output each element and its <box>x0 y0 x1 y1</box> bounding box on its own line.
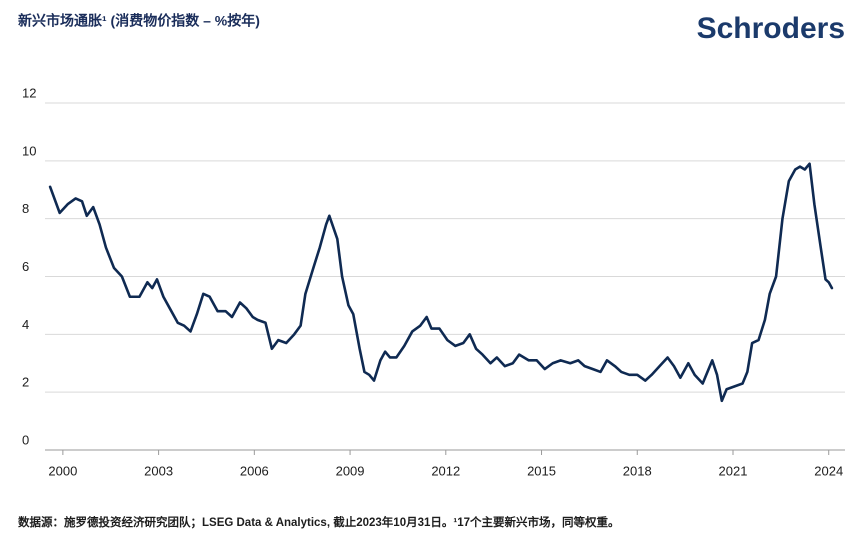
y-tick-label: 8 <box>22 201 29 216</box>
y-tick-label: 12 <box>22 85 36 100</box>
footer: 数据源：施罗德投资经济研究团队；LSEG Data & Analytics, 截… <box>18 515 620 529</box>
x-tick-label: 2021 <box>719 463 748 478</box>
y-tick-label: 6 <box>22 259 29 274</box>
x-tick-label: 2000 <box>48 463 77 478</box>
logo: Schroders <box>697 12 845 45</box>
x-tick-label: 2012 <box>431 463 460 478</box>
x-tick-label: 2003 <box>144 463 173 478</box>
x-tick-label: 2015 <box>527 463 556 478</box>
y-tick-label: 4 <box>22 317 29 332</box>
y-tick-label: 10 <box>22 143 36 158</box>
chart-title: 新兴市场通胀¹ (消费物价指数 – %按年) <box>18 13 260 29</box>
y-tick-label: 2 <box>22 375 29 390</box>
x-tick-label: 2024 <box>814 463 843 478</box>
series-line <box>48 162 834 403</box>
y-tick-label: 0 <box>22 432 29 447</box>
x-tick-label: 2018 <box>623 463 652 478</box>
x-tick-label: 2006 <box>240 463 269 478</box>
x-tick-label: 2009 <box>336 463 365 478</box>
